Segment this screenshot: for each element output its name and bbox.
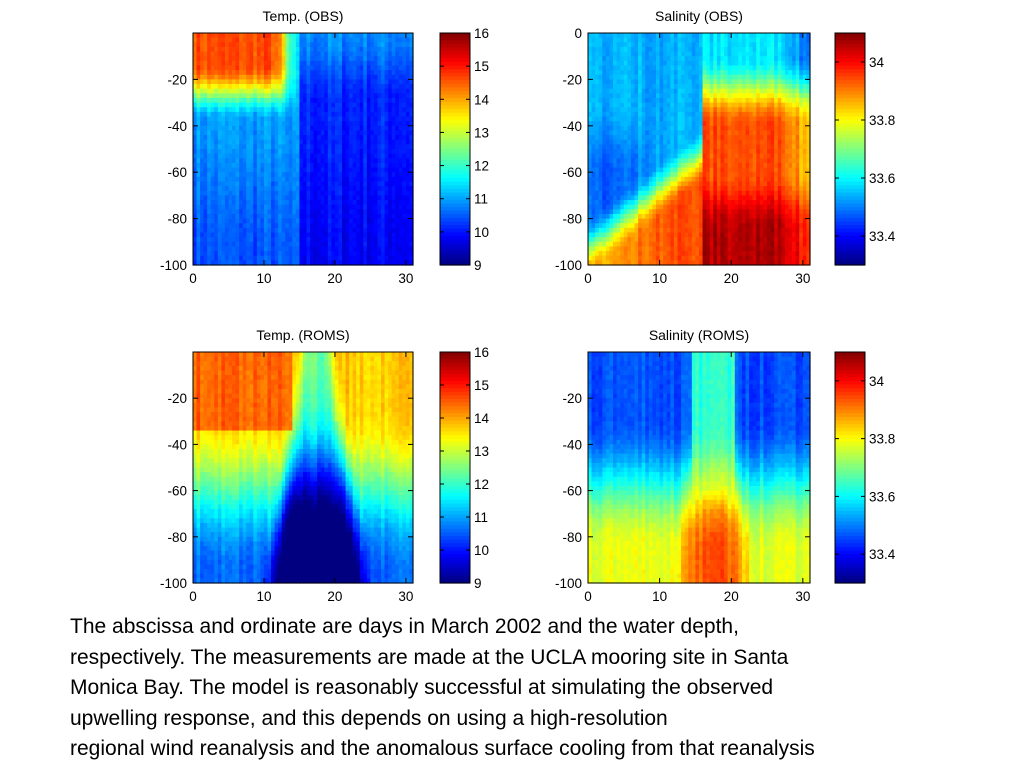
x-tick-label: 10 — [652, 271, 667, 286]
heatmap-panel: Temp. (ROMS)0 10 20 30-20-40-60-80-10016151… — [160, 327, 490, 604]
colorbar-tick-label: 33.4 — [869, 229, 896, 244]
heatmap-panel: Salinity (OBS) 0 10 20 30 0 -20 -40 -60 -80 -100 34… — [555, 8, 896, 286]
heatmap-panel: Salinity (ROMS) 0 10 20 30 -20 -40 -60 -80 -100 34… — [555, 327, 896, 604]
colorbar-tick-label: 9 — [474, 258, 482, 273]
colorbar: 16 15 14 13 12 11 10 9 — [439, 345, 490, 591]
colorbar-tick-label: 12 — [474, 477, 489, 492]
x-tick-label: 0 — [584, 589, 592, 604]
colorbar-tick-label: 11 — [474, 192, 488, 207]
x-tick-label: 30 — [795, 271, 810, 286]
colorbar-tick-label: 15 — [474, 59, 489, 74]
y-tick-label: -60 — [167, 165, 187, 180]
colorbar-tick-label: 16 — [474, 26, 489, 41]
panel-title: Salinity (ROMS) — [649, 327, 749, 343]
y-tick-label: 0 — [574, 26, 582, 41]
heatmap-cells — [193, 352, 414, 584]
heatmap-panel: Temp. (OBS) 0 10 20 30 -20 -40 -60 -80 -100 16 15 14… — [160, 8, 490, 286]
colorbar-frame — [439, 32, 471, 266]
x-tick-label: 20 — [724, 589, 739, 604]
colorbar-tick-label: 14 — [474, 411, 490, 426]
x-tick-label: 0 — [584, 271, 592, 286]
colorbar-tick-label: 9 — [474, 576, 482, 591]
colorbar: 16 15 14 13 12 11 10 9 — [439, 26, 490, 273]
y-tick-label: -40 — [167, 437, 187, 452]
colorbar-frame — [439, 351, 471, 584]
panel-title: Temp. (ROMS) — [256, 327, 349, 343]
x-tick-label: 0 — [189, 271, 197, 286]
caption-line-3: Monica Bay. The model is reasonably succ… — [70, 676, 774, 699]
y-tick-label: -80 — [167, 212, 187, 227]
plot-frame — [587, 32, 811, 266]
y-tick-label: -100 — [555, 258, 582, 273]
y-tick-label: -40 — [167, 119, 187, 134]
colorbar: 34 33.8 33.6 33.4 — [834, 32, 896, 266]
y-tick-label: -20 — [562, 72, 582, 87]
colorbar-tick-label: 13 — [474, 125, 489, 140]
heatmap-cells — [588, 33, 811, 266]
x-tick-label: 30 — [398, 589, 413, 604]
colorbar-tick-label: 33.4 — [869, 547, 896, 562]
y-tick-label: -60 — [167, 484, 187, 499]
x-tick-label: 0 — [189, 589, 197, 604]
x-tick-label: 10 — [256, 589, 271, 604]
caption-line-2: respectively. The measurements are made … — [70, 645, 789, 669]
y-tick-label: -20 — [562, 391, 582, 406]
colorbar-tick-label: 14 — [474, 92, 490, 107]
colorbar-tick-label: 33.6 — [869, 171, 895, 186]
colorbar: 34 33.8 33.6 33.4 — [834, 351, 896, 584]
heatmap-cells — [588, 352, 811, 584]
x-tick-label: 30 — [795, 589, 810, 604]
y-tick-label: -100 — [160, 258, 187, 273]
y-tick-label: -100 — [555, 576, 582, 591]
panel-title: Salinity (OBS) — [655, 8, 743, 24]
y-tick-label: -60 — [562, 165, 582, 180]
y-tick-label: -100 — [160, 576, 187, 591]
x-tick-label: 10 — [652, 589, 667, 604]
x-tick-label: 20 — [724, 271, 739, 286]
x-tick-label: 20 — [327, 589, 342, 604]
plot-frame — [192, 351, 414, 584]
colorbar-tick-label: 13 — [474, 444, 489, 459]
caption-line-4: upwelling response, and this depends on … — [70, 706, 668, 730]
panel-title: Temp. (OBS) — [263, 8, 344, 24]
colorbar-tick-label: 33.8 — [869, 432, 895, 447]
colorbar-tick-label: 11 — [474, 510, 488, 525]
colorbar-frame — [834, 32, 866, 266]
plot-frame — [192, 32, 414, 266]
caption-line-1: The abscissa and ordinate are days in Ma… — [70, 615, 739, 638]
x-tick-label: 10 — [256, 271, 271, 286]
y-tick-label: -20 — [167, 391, 187, 406]
figure-svg: Temp. (OBS) 0 10 20 30 -20 -40 -60 -80 -100 16 15 14… — [160, 8, 896, 604]
colorbar-tick-label: 34 — [869, 55, 885, 70]
heatmap-cells — [193, 33, 414, 266]
y-tick-label: -40 — [562, 437, 582, 452]
colorbar-tick-label: 15 — [474, 378, 489, 393]
y-tick-label: -20 — [167, 72, 187, 87]
x-tick-label: 30 — [398, 271, 413, 286]
caption-line-5: regional wind reanalysis and the anomalo… — [70, 737, 815, 760]
y-tick-label: -80 — [562, 530, 582, 545]
colorbar-tick-label: 16 — [474, 345, 489, 360]
colorbar-tick-label: 33.6 — [869, 489, 895, 504]
y-tick-label: -80 — [562, 212, 582, 227]
x-tick-label: 20 — [327, 271, 342, 286]
figure-panels: Temp. (OBS) 0 10 20 30 -20 -40 -60 -80 -100 16 15 14… — [160, 8, 896, 604]
caption: The abscissa and ordinate are days in Ma… — [70, 612, 1010, 765]
plot-frame — [587, 351, 811, 584]
colorbar-tick-label: 10 — [474, 225, 489, 240]
y-tick-label: -40 — [562, 119, 582, 134]
y-tick-label: -60 — [562, 484, 582, 499]
colorbar-tick-label: 12 — [474, 159, 489, 174]
colorbar-tick-label: 34 — [869, 374, 885, 389]
colorbar-tick-label: 33.8 — [869, 113, 895, 128]
colorbar-frame — [834, 351, 866, 584]
colorbar-tick-label: 10 — [474, 543, 489, 558]
y-tick-label: -80 — [167, 530, 187, 545]
